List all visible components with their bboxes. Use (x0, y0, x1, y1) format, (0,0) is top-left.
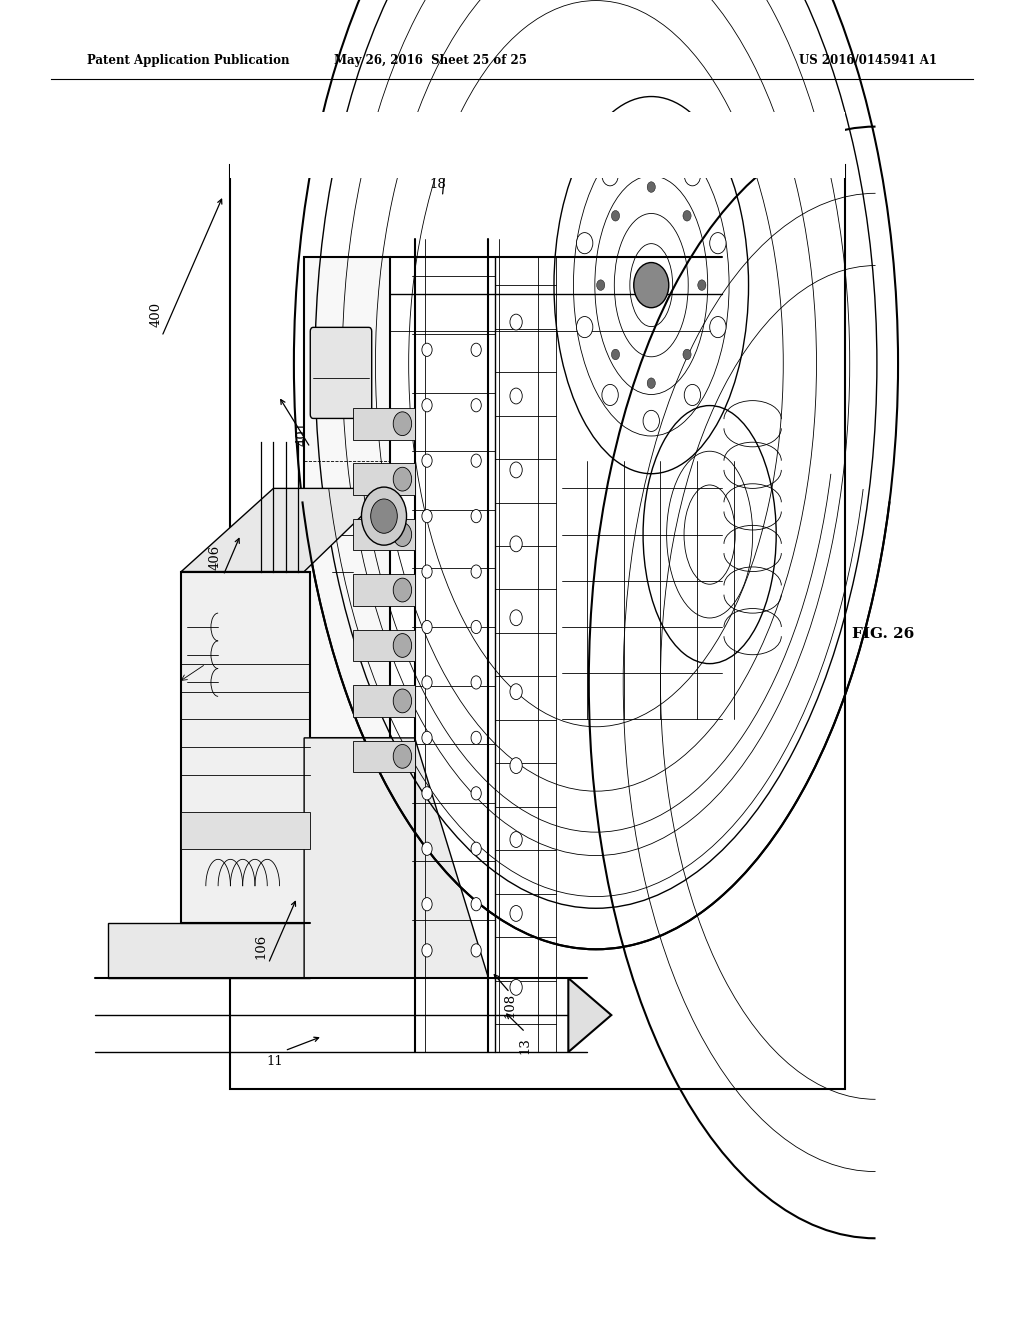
Circle shape (393, 689, 412, 713)
Circle shape (697, 280, 706, 290)
Circle shape (510, 979, 522, 995)
Circle shape (371, 499, 397, 533)
Polygon shape (181, 572, 310, 923)
Circle shape (647, 378, 655, 388)
Text: FIG. 26: FIG. 26 (852, 627, 913, 640)
Text: 18: 18 (430, 178, 446, 191)
Circle shape (510, 610, 522, 626)
Circle shape (471, 343, 481, 356)
Text: 406: 406 (209, 544, 221, 570)
Circle shape (683, 210, 691, 220)
Circle shape (710, 317, 726, 338)
Circle shape (471, 454, 481, 467)
Circle shape (471, 399, 481, 412)
Text: 400: 400 (150, 301, 162, 327)
Circle shape (422, 676, 432, 689)
Circle shape (647, 182, 655, 193)
Circle shape (510, 536, 522, 552)
Bar (353, 519, 415, 550)
Circle shape (471, 676, 481, 689)
Circle shape (510, 906, 522, 921)
Polygon shape (181, 488, 390, 572)
Text: 11: 11 (266, 1055, 283, 1068)
Circle shape (577, 232, 593, 253)
Circle shape (471, 731, 481, 744)
Circle shape (471, 944, 481, 957)
Circle shape (684, 384, 700, 405)
Text: 108: 108 (504, 993, 516, 1019)
Circle shape (393, 634, 412, 657)
Circle shape (422, 731, 432, 744)
Circle shape (422, 510, 432, 523)
Circle shape (471, 565, 481, 578)
Bar (230, 112, 845, 178)
Circle shape (710, 232, 726, 253)
Circle shape (422, 565, 432, 578)
Circle shape (393, 744, 412, 768)
Text: Patent Application Publication: Patent Application Publication (87, 54, 290, 67)
Bar (230, 165, 845, 1089)
Bar (353, 463, 415, 495)
Circle shape (393, 412, 412, 436)
Polygon shape (304, 257, 390, 738)
Circle shape (422, 787, 432, 800)
Circle shape (602, 165, 618, 186)
Text: 401: 401 (296, 420, 308, 446)
Circle shape (684, 165, 700, 186)
Circle shape (597, 280, 605, 290)
Circle shape (422, 343, 432, 356)
Circle shape (422, 399, 432, 412)
Circle shape (471, 620, 481, 634)
Polygon shape (304, 738, 488, 978)
Circle shape (611, 210, 620, 220)
Bar (353, 574, 415, 606)
Circle shape (422, 944, 432, 957)
Circle shape (643, 139, 659, 160)
Bar (353, 408, 415, 440)
Circle shape (393, 578, 412, 602)
Circle shape (634, 263, 669, 308)
Circle shape (577, 317, 593, 338)
Circle shape (471, 787, 481, 800)
Circle shape (422, 898, 432, 911)
Circle shape (510, 388, 522, 404)
Circle shape (510, 314, 522, 330)
Circle shape (422, 620, 432, 634)
Circle shape (422, 454, 432, 467)
Circle shape (471, 510, 481, 523)
Text: 106: 106 (255, 933, 267, 960)
Circle shape (510, 684, 522, 700)
Circle shape (393, 523, 412, 546)
Circle shape (611, 350, 620, 360)
Circle shape (510, 758, 522, 774)
Polygon shape (181, 812, 310, 849)
FancyBboxPatch shape (310, 327, 372, 418)
Circle shape (643, 411, 659, 432)
Circle shape (683, 350, 691, 360)
Circle shape (361, 487, 407, 545)
Polygon shape (568, 978, 611, 1052)
Polygon shape (108, 923, 310, 978)
Text: US 2016/0145941 A1: US 2016/0145941 A1 (799, 54, 937, 67)
Circle shape (510, 462, 522, 478)
Text: 13: 13 (519, 1038, 531, 1053)
Circle shape (393, 467, 412, 491)
Bar (353, 741, 415, 772)
Circle shape (510, 832, 522, 847)
Circle shape (471, 898, 481, 911)
Circle shape (471, 842, 481, 855)
Circle shape (422, 842, 432, 855)
Text: May 26, 2016  Sheet 25 of 25: May 26, 2016 Sheet 25 of 25 (334, 54, 526, 67)
Bar (353, 685, 415, 717)
Circle shape (602, 384, 618, 405)
Bar (353, 630, 415, 661)
